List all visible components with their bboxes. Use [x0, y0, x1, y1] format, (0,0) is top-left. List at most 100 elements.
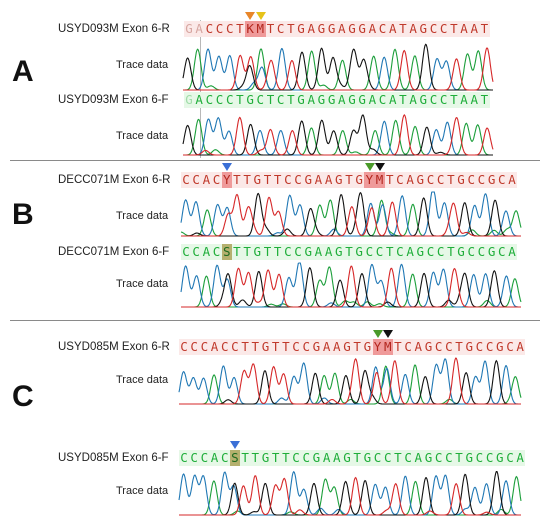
nucleotide: C: [484, 450, 495, 466]
nucleotide: A: [336, 92, 347, 108]
triangle-down-icon: [383, 330, 394, 338]
triangle-down-icon: [221, 163, 232, 171]
chromatogram-trace: [178, 470, 522, 516]
trace-channel-line: [179, 357, 521, 405]
nucleotide: C: [301, 339, 312, 355]
nucleotide: C: [179, 450, 190, 466]
chromatogram-trace: [178, 357, 522, 405]
nucleotide: G: [252, 172, 263, 188]
nucleotide: C: [282, 244, 294, 260]
trace-channel-line: [178, 358, 521, 405]
nucleotide: G: [415, 244, 426, 260]
nucleotide: T: [262, 244, 273, 260]
nucleotide: C: [214, 21, 225, 37]
nucleotide: G: [296, 92, 307, 108]
trace-data-label: Trace data: [116, 130, 169, 142]
trace-channel-line: [181, 267, 521, 308]
nucleotide: C: [466, 172, 477, 188]
trace-channel-line: [181, 265, 521, 308]
trace-channel-line: [183, 47, 494, 91]
nucleotide: G: [357, 21, 368, 37]
nucleotide: C: [476, 244, 487, 260]
nucleotide: G: [423, 450, 434, 466]
nucleotide: C: [224, 21, 235, 37]
nucleotide: C: [275, 92, 286, 108]
nucleotide: C: [382, 450, 393, 466]
nucleotide: A: [336, 21, 347, 37]
trace-channel-line: [180, 199, 522, 237]
nucleotide: G: [464, 450, 475, 466]
nucleotide: G: [354, 244, 365, 260]
triangle-down-icon: [230, 441, 241, 449]
nucleotide: T: [242, 172, 253, 188]
nucleotide: T: [384, 244, 395, 260]
nucleotide: A: [413, 339, 424, 355]
trace-channel-line: [183, 113, 494, 156]
nucleotide: T: [265, 92, 276, 108]
nucleotide: G: [333, 172, 344, 188]
nucleotide: C: [476, 172, 487, 188]
nucleotide: C: [219, 450, 230, 466]
nucleotide: C: [438, 21, 449, 37]
nucleotide: C: [466, 244, 477, 260]
panel-divider: [10, 160, 540, 161]
nucleotide: A: [515, 450, 526, 466]
nucleotide: T: [272, 244, 283, 260]
variant-base: M: [255, 21, 266, 37]
nucleotide: T: [445, 244, 457, 260]
nucleotide: T: [479, 21, 490, 37]
nucleotide: G: [303, 244, 314, 260]
nucleotide: C: [219, 339, 230, 355]
trace-channel-line: [183, 116, 493, 156]
triangle-down-icon: [245, 12, 256, 20]
nucleotide: T: [384, 172, 395, 188]
track-name-label: USYD085M Exon 6-R: [58, 341, 170, 353]
nucleotide: T: [280, 339, 292, 355]
nucleotide: C: [505, 450, 516, 466]
nucleotide: G: [456, 244, 467, 260]
nucleotide: A: [459, 21, 470, 37]
nucleotide: G: [316, 92, 327, 108]
trace-channel-line: [181, 191, 521, 237]
nucleotide: C: [282, 172, 294, 188]
nucleotide: T: [454, 450, 465, 466]
nucleotide: A: [459, 92, 470, 108]
triangle-down-icon: [374, 163, 385, 171]
nucleotide: C: [199, 450, 210, 466]
nucleotide: A: [306, 92, 317, 108]
nucleotide: C: [372, 450, 383, 466]
nucleotide: C: [428, 92, 439, 108]
nucleotide: T: [352, 339, 363, 355]
nucleotide: T: [234, 21, 246, 37]
nucleotide: G: [184, 92, 195, 108]
track-name-label: DECC071M Exon 6-F: [58, 246, 170, 258]
nucleotide: G: [486, 244, 497, 260]
nucleotide: G: [252, 244, 263, 260]
nucleotide: T: [250, 339, 261, 355]
track-name-label: USYD085M Exon 6-F: [58, 452, 169, 464]
nucleotide: C: [403, 450, 414, 466]
nucleotide: C: [211, 172, 222, 188]
nucleotide: C: [293, 244, 304, 260]
nucleotide: C: [425, 244, 436, 260]
nucleotide: C: [214, 92, 225, 108]
nucleotide: C: [293, 172, 304, 188]
alignment-cursor-line: [200, 20, 201, 158]
nucleotide: C: [189, 339, 200, 355]
nucleotide: T: [231, 244, 243, 260]
nucleotide: A: [194, 21, 205, 37]
nucleotide: C: [496, 172, 507, 188]
nucleotide: G: [260, 450, 271, 466]
nucleotide: T: [240, 450, 251, 466]
nucleotide: C: [484, 339, 495, 355]
nucleotide: T: [262, 172, 273, 188]
nucleotide: G: [347, 92, 358, 108]
trace-channel-line: [179, 471, 521, 516]
nucleotide: C: [199, 339, 210, 355]
trace-channel-line: [178, 470, 521, 516]
nucleotide: A: [408, 21, 419, 37]
